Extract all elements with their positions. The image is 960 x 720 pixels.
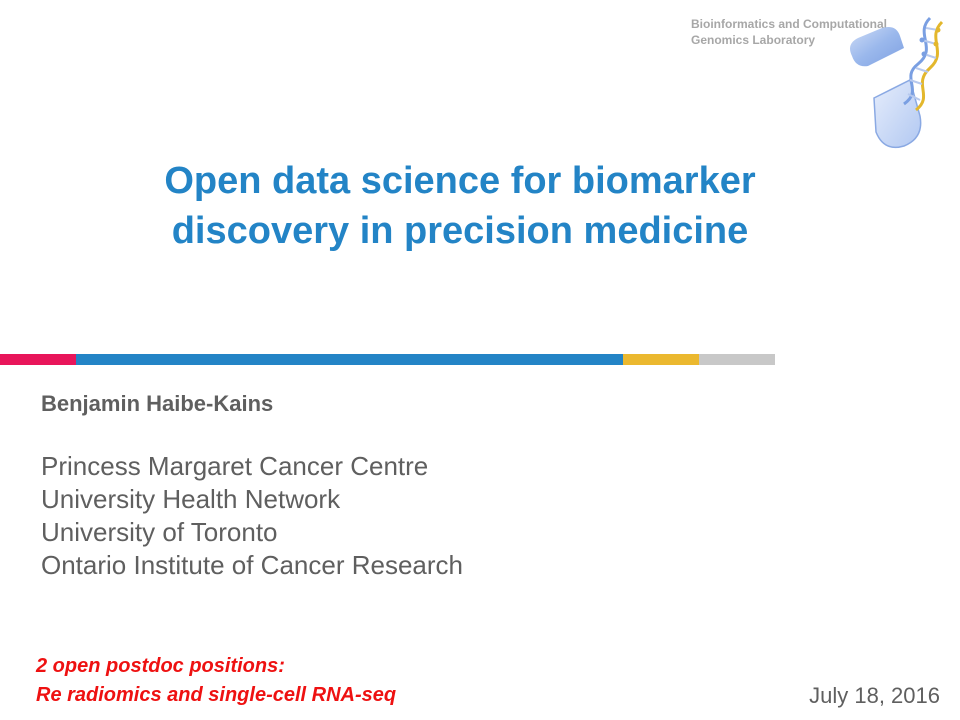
postdoc-notice-line2: Re radiomics and single-cell RNA-seq [36,684,397,706]
lab-name-line1: Bioinformatics and Computational [691,17,888,31]
color-stripe [0,354,775,365]
stripe-segment-yellow [623,354,699,365]
author-name: Benjamin Haibe-Kains [41,391,274,416]
stripe-segment-blue [76,354,623,365]
stripe-segment-pink [0,354,76,365]
affiliation-item: University Health Network [41,484,341,514]
stripe-segment-gray [699,354,775,365]
affiliation-item: Ontario Institute of Cancer Research [41,550,463,580]
capsule-dna-icon [850,16,944,149]
affiliations: Princess Margaret Cancer Centre Universi… [41,450,463,582]
affiliation-item: Princess Margaret Cancer Centre [41,451,429,481]
slide-title-line2: discovery in precision medicine [171,210,749,252]
presentation-date: July 18, 2016 [809,683,940,708]
slide-title-line1: Open data science for biomarker [164,160,756,202]
lab-name: Bioinformatics and Computational Genomic… [691,16,887,48]
lab-name-line2: Genomics Laboratory [691,33,816,47]
postdoc-notice-line1: 2 open postdoc positions: [36,655,285,677]
slide-title: Open data science for biomarker discover… [60,156,860,256]
affiliation-item: University of Toronto [41,517,278,547]
postdoc-notice: 2 open postdoc positions: Re radiomics a… [36,652,396,710]
